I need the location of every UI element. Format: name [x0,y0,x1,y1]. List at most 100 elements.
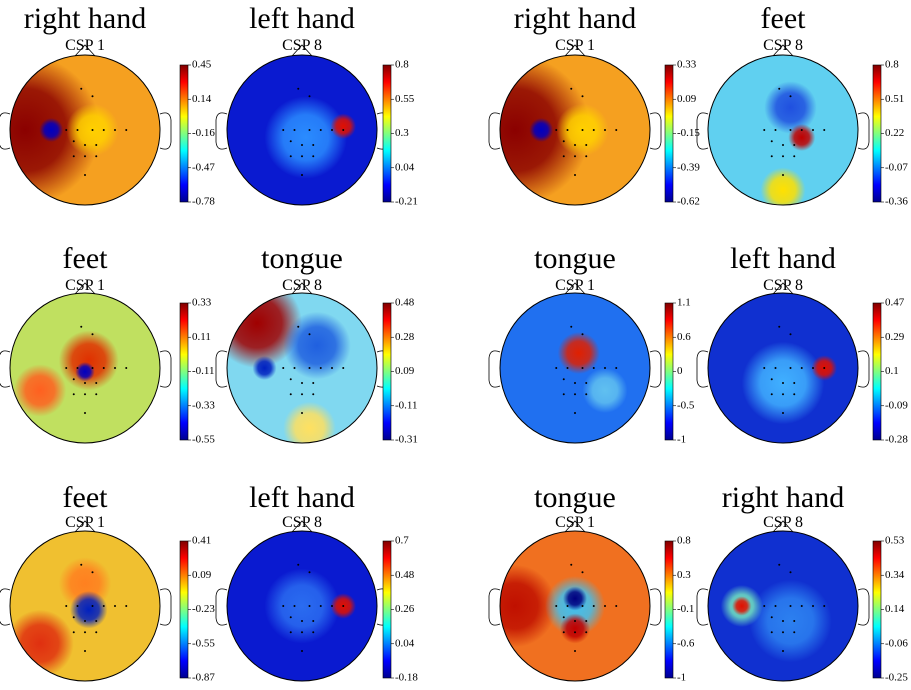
map-blob [330,113,356,139]
electrode [331,129,333,131]
colorbar-label: 0.8 [395,59,409,71]
colorbar-label: 1.1 [677,297,691,309]
nose [564,520,586,533]
electrode [308,129,311,131]
panel-subtitle: CSP 8 [763,277,803,294]
electrode [615,129,618,131]
map-blob [760,167,806,205]
nose [772,282,794,295]
nose [564,282,586,295]
map-blob [13,364,67,417]
electrode [570,87,573,90]
electrode [72,378,75,381]
electrode [574,631,576,634]
topoplot: tongue CSP 8 0.48 0.28 0.09 -0.11 -0.31 [215,242,418,446]
electrode [301,174,303,176]
panel-title: tongue [534,481,616,514]
map-blob [732,596,752,616]
electrode [782,393,784,396]
colorbar [179,64,189,203]
colorbar-label: -0.33 [192,399,215,411]
electrode [125,367,128,369]
head-outline [499,530,651,682]
nose [74,44,96,57]
map-blob [70,591,108,629]
electrode [65,129,68,131]
electrode [342,367,345,369]
colorbar-label: 0.53 [885,535,905,547]
electrode [581,367,584,369]
panel-title: feet [761,2,807,35]
colorbar-label: -0.47 [192,161,215,173]
electrode [782,144,784,146]
map-blob [500,55,590,205]
electrode [95,144,98,146]
scalp-map [227,55,377,205]
colorbar-label: -0.11 [192,365,215,377]
nose [291,520,313,533]
colorbar-label: 0 [677,365,683,377]
electrode [301,620,303,622]
electrode [91,95,94,98]
electrode [301,393,303,396]
electrode [562,378,565,381]
electrode [312,382,315,384]
electrode [293,367,296,369]
colorbar-label: 0.28 [395,331,415,343]
panel-title: tongue [534,242,616,275]
head-outline [9,54,161,206]
colorbar-label: -0.15 [677,127,700,139]
electrode [800,367,803,369]
electrode [95,382,98,384]
ear [159,112,172,150]
electrode [789,605,792,607]
electrode [293,129,296,131]
electrode [770,378,773,381]
panel-title: right hand [722,481,844,514]
map-blob [75,362,95,382]
electrode [342,129,345,131]
scalp-map [10,293,160,443]
electrode [789,95,792,98]
map-blob [283,401,336,443]
electrode [91,605,94,607]
electrode [574,412,576,414]
electrode [770,631,773,634]
panel-title: right hand [24,2,146,35]
scalp-map [10,531,160,681]
electrode [308,367,311,369]
colorbar-label: -0.55 [192,434,215,446]
ear [0,350,11,388]
electrode [581,571,584,574]
map-blob [563,586,587,611]
electrode [581,129,584,131]
electrode [800,605,803,607]
electrode [65,605,68,607]
colorbar-label: 0.7 [395,535,409,547]
electrode [342,605,345,607]
electrode [301,382,303,384]
colorbar-label: -0.06 [885,637,908,649]
electrode [84,631,86,634]
scalp-map [227,293,377,443]
panel-title: left hand [730,242,836,275]
scalp-map [10,55,160,205]
map-blob [557,332,600,374]
ear [488,588,501,626]
colorbar-label: 0.1 [885,365,899,377]
electrode [84,412,86,414]
ear [857,588,870,626]
electrode [789,367,792,369]
electrode [308,605,311,607]
colorbar-label: 0.48 [395,297,415,309]
electrode [812,129,814,131]
panel-subtitle: CSP 8 [763,514,803,531]
colorbar [382,540,392,679]
electrode [574,382,576,384]
colorbar [382,302,392,441]
electrode [774,129,777,131]
colorbar-label: -0.16 [192,127,215,139]
electrode [102,605,105,607]
map-blob [764,81,817,134]
